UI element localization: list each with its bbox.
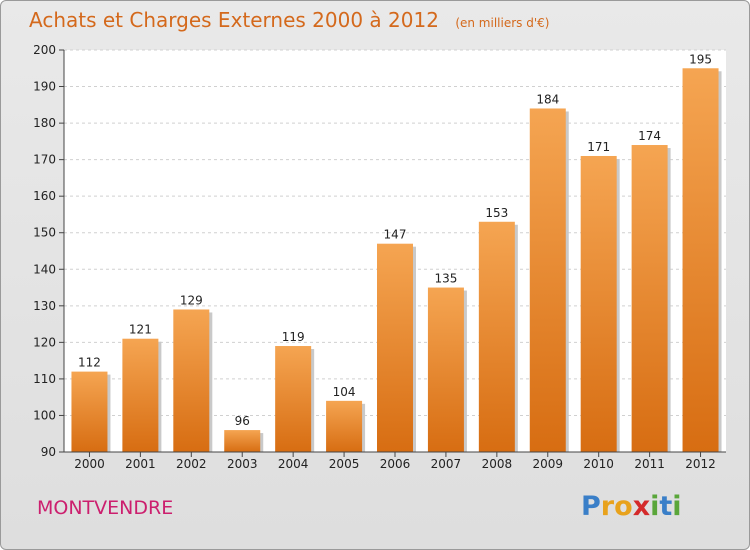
logo-letter: x <box>632 491 651 522</box>
commune-name: MONTVENDRE <box>37 497 174 519</box>
x-tick-label: 2004 <box>278 457 309 471</box>
proxiti-logo: Proxiti <box>581 491 682 522</box>
chart-title-main: Achats et Charges Externes 2000 à 2012 <box>29 8 439 32</box>
bar-2004 <box>275 346 312 452</box>
x-tick-label: 2006 <box>380 457 411 471</box>
data-label: 96 <box>235 414 250 428</box>
y-tick-label: 170 <box>33 153 56 167</box>
data-label: 112 <box>78 356 101 370</box>
data-label: 119 <box>282 330 305 344</box>
x-tick-label: 2005 <box>329 457 360 471</box>
bar-2007 <box>427 287 464 452</box>
x-tick-label: 2012 <box>685 457 716 471</box>
y-tick-label: 110 <box>33 372 56 386</box>
bar-2001 <box>122 338 159 452</box>
bar-2003 <box>224 430 261 452</box>
bars: 112 121 129 96 119 104 147 135 153 184 171 174 195 <box>71 52 722 453</box>
data-label: 129 <box>180 293 203 307</box>
y-tick-label: 100 <box>33 408 56 422</box>
y-tick-label: 180 <box>33 116 56 130</box>
y-tick-label: 90 <box>41 445 56 459</box>
logo-letter: i <box>650 491 660 522</box>
y-axis-ticks: 90 100 110 120 130 140 150 160 170 180 190 200 <box>33 43 64 459</box>
y-tick-label: 190 <box>33 80 56 94</box>
x-tick-label: 2007 <box>431 457 462 471</box>
x-tick-label: 2011 <box>634 457 665 471</box>
x-axis-ticks: 2000 2001 2002 2003 2004 2005 2006 2007 2008 2009… <box>74 452 716 471</box>
y-tick-label: 150 <box>33 226 56 240</box>
data-label: 147 <box>384 228 407 242</box>
x-tick-label: 2008 <box>482 457 513 471</box>
y-tick-label: 200 <box>33 43 56 57</box>
data-label: 184 <box>536 92 559 106</box>
x-tick-label: 2009 <box>532 457 563 471</box>
data-label: 195 <box>689 52 712 66</box>
bar-2000 <box>71 371 108 452</box>
logo-letter: o <box>614 491 633 522</box>
bar-2009 <box>529 108 566 453</box>
logo-letter: P <box>581 491 601 522</box>
y-tick-label: 120 <box>33 335 56 349</box>
data-label: 171 <box>587 140 610 154</box>
bar-2005 <box>326 400 363 452</box>
chart-subtitle: (en milliers d'€) <box>455 16 549 30</box>
bar-2012 <box>682 68 719 452</box>
data-label: 135 <box>434 272 457 286</box>
logo-letter: t <box>659 491 673 522</box>
data-label: 174 <box>638 129 661 143</box>
logo-letter: i <box>672 491 682 522</box>
x-tick-label: 2010 <box>583 457 614 471</box>
bar-2006 <box>377 243 413 452</box>
y-tick-label: 140 <box>33 262 56 276</box>
bar-2002 <box>173 309 210 452</box>
y-tick-label: 160 <box>33 189 56 203</box>
x-tick-label: 2000 <box>74 457 105 471</box>
logo-letter: r <box>600 491 615 522</box>
x-tick-label: 2003 <box>227 457 258 471</box>
data-label: 121 <box>129 323 152 337</box>
y-tick-label: 130 <box>33 299 56 313</box>
bar-2008 <box>478 221 515 452</box>
x-tick-label: 2002 <box>176 457 207 471</box>
data-label: 104 <box>333 385 356 399</box>
data-label: 153 <box>485 206 508 220</box>
chart-title: Achats et Charges Externes 2000 à 2012 (… <box>29 8 549 32</box>
bar-2010 <box>580 155 617 452</box>
x-tick-label: 2001 <box>125 457 156 471</box>
bar-2011 <box>631 145 668 452</box>
